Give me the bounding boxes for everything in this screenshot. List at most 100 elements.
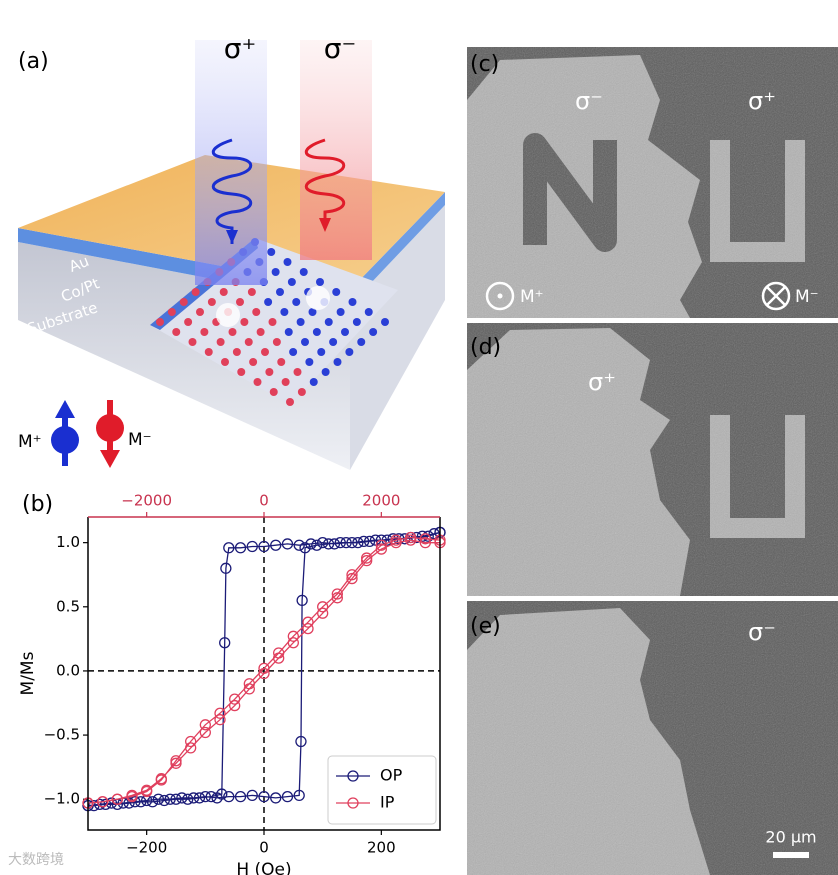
data-point [273, 652, 285, 664]
data-point [182, 793, 194, 805]
y-tick-label: 0.5 [56, 597, 80, 615]
data-point [270, 539, 282, 551]
spin [332, 288, 341, 296]
data-point [94, 798, 106, 810]
data-point [146, 796, 159, 808]
spin [286, 398, 294, 406]
y-tick-label: 0.0 [56, 661, 80, 679]
data-point [375, 543, 387, 555]
x-tick-label: 200 [367, 839, 396, 857]
spin [317, 348, 326, 356]
data-point [126, 789, 138, 802]
spin [381, 318, 389, 326]
data-point [281, 790, 294, 803]
data-point [363, 535, 376, 548]
spin [237, 368, 246, 376]
spin [305, 358, 314, 366]
data-point [258, 662, 270, 675]
x2-tick-label: 2000 [362, 492, 400, 510]
data-point [193, 792, 206, 804]
panel-label: (c) [470, 52, 499, 77]
spin [289, 348, 298, 356]
legend-label: M⁺ [18, 432, 42, 452]
spin [336, 308, 345, 316]
spin [296, 318, 305, 326]
data-point [390, 537, 402, 549]
data-point [243, 683, 255, 695]
data-point [246, 789, 258, 802]
spin [264, 298, 273, 306]
data-point [305, 538, 317, 550]
spin [249, 358, 258, 366]
data-point [422, 530, 434, 542]
data-point [317, 537, 329, 549]
data-point [141, 784, 153, 796]
data-point [281, 538, 294, 550]
data-point [214, 714, 226, 726]
spin [219, 288, 228, 296]
data-point [419, 533, 431, 545]
data-point [234, 790, 247, 803]
spin [269, 388, 278, 396]
spin [352, 318, 361, 326]
spin [191, 288, 200, 296]
data-point [158, 794, 170, 807]
data-point [258, 540, 270, 553]
state-label: M⁻ [795, 287, 819, 307]
micrograph [467, 323, 838, 596]
illustration [18, 40, 445, 470]
beam-label: σ⁺ [748, 87, 776, 115]
data-point [331, 592, 343, 604]
data-point [164, 793, 176, 805]
spin [271, 268, 280, 276]
legend-marker [347, 770, 359, 782]
state-label: M⁺ [520, 287, 544, 307]
data-point [123, 797, 135, 809]
spin [324, 318, 333, 326]
data-point [340, 537, 352, 549]
data-point [111, 793, 123, 805]
spin [244, 338, 253, 346]
spin [277, 358, 286, 366]
micrograph [467, 601, 838, 875]
spin [293, 368, 302, 376]
data-point [187, 792, 200, 804]
data-point [361, 554, 373, 567]
spin [369, 328, 378, 336]
legend-label: M⁻ [128, 430, 152, 450]
data-point [405, 534, 417, 546]
data-point [311, 539, 323, 551]
watermark: 大数跨境 [8, 852, 64, 868]
spin [196, 308, 204, 316]
spin [284, 328, 293, 336]
data-point [99, 798, 112, 810]
legend-label: IP [380, 793, 395, 812]
panel-label: (e) [470, 614, 501, 639]
spin [364, 308, 373, 316]
spin [268, 318, 277, 326]
data-point [296, 594, 308, 607]
spin [179, 298, 188, 306]
spin [333, 358, 342, 366]
data-point [135, 796, 147, 808]
spin [253, 378, 262, 386]
data-point [185, 742, 197, 754]
spin [276, 288, 284, 296]
data-point [334, 537, 346, 549]
panel-label: (b) [22, 492, 53, 517]
panel-label: (a) [18, 49, 49, 74]
data-point [293, 539, 305, 551]
data-point [205, 790, 217, 803]
data-point [331, 588, 343, 600]
spin [184, 318, 193, 326]
spin [156, 318, 164, 326]
data-point [346, 537, 358, 549]
spin [281, 378, 290, 386]
data-point [287, 630, 299, 642]
spin [240, 318, 249, 326]
beam-label: σ⁺ [588, 368, 616, 396]
y-tick-label: −1.0 [44, 790, 80, 808]
spin [200, 328, 209, 336]
x-tick-label: −200 [126, 839, 167, 857]
